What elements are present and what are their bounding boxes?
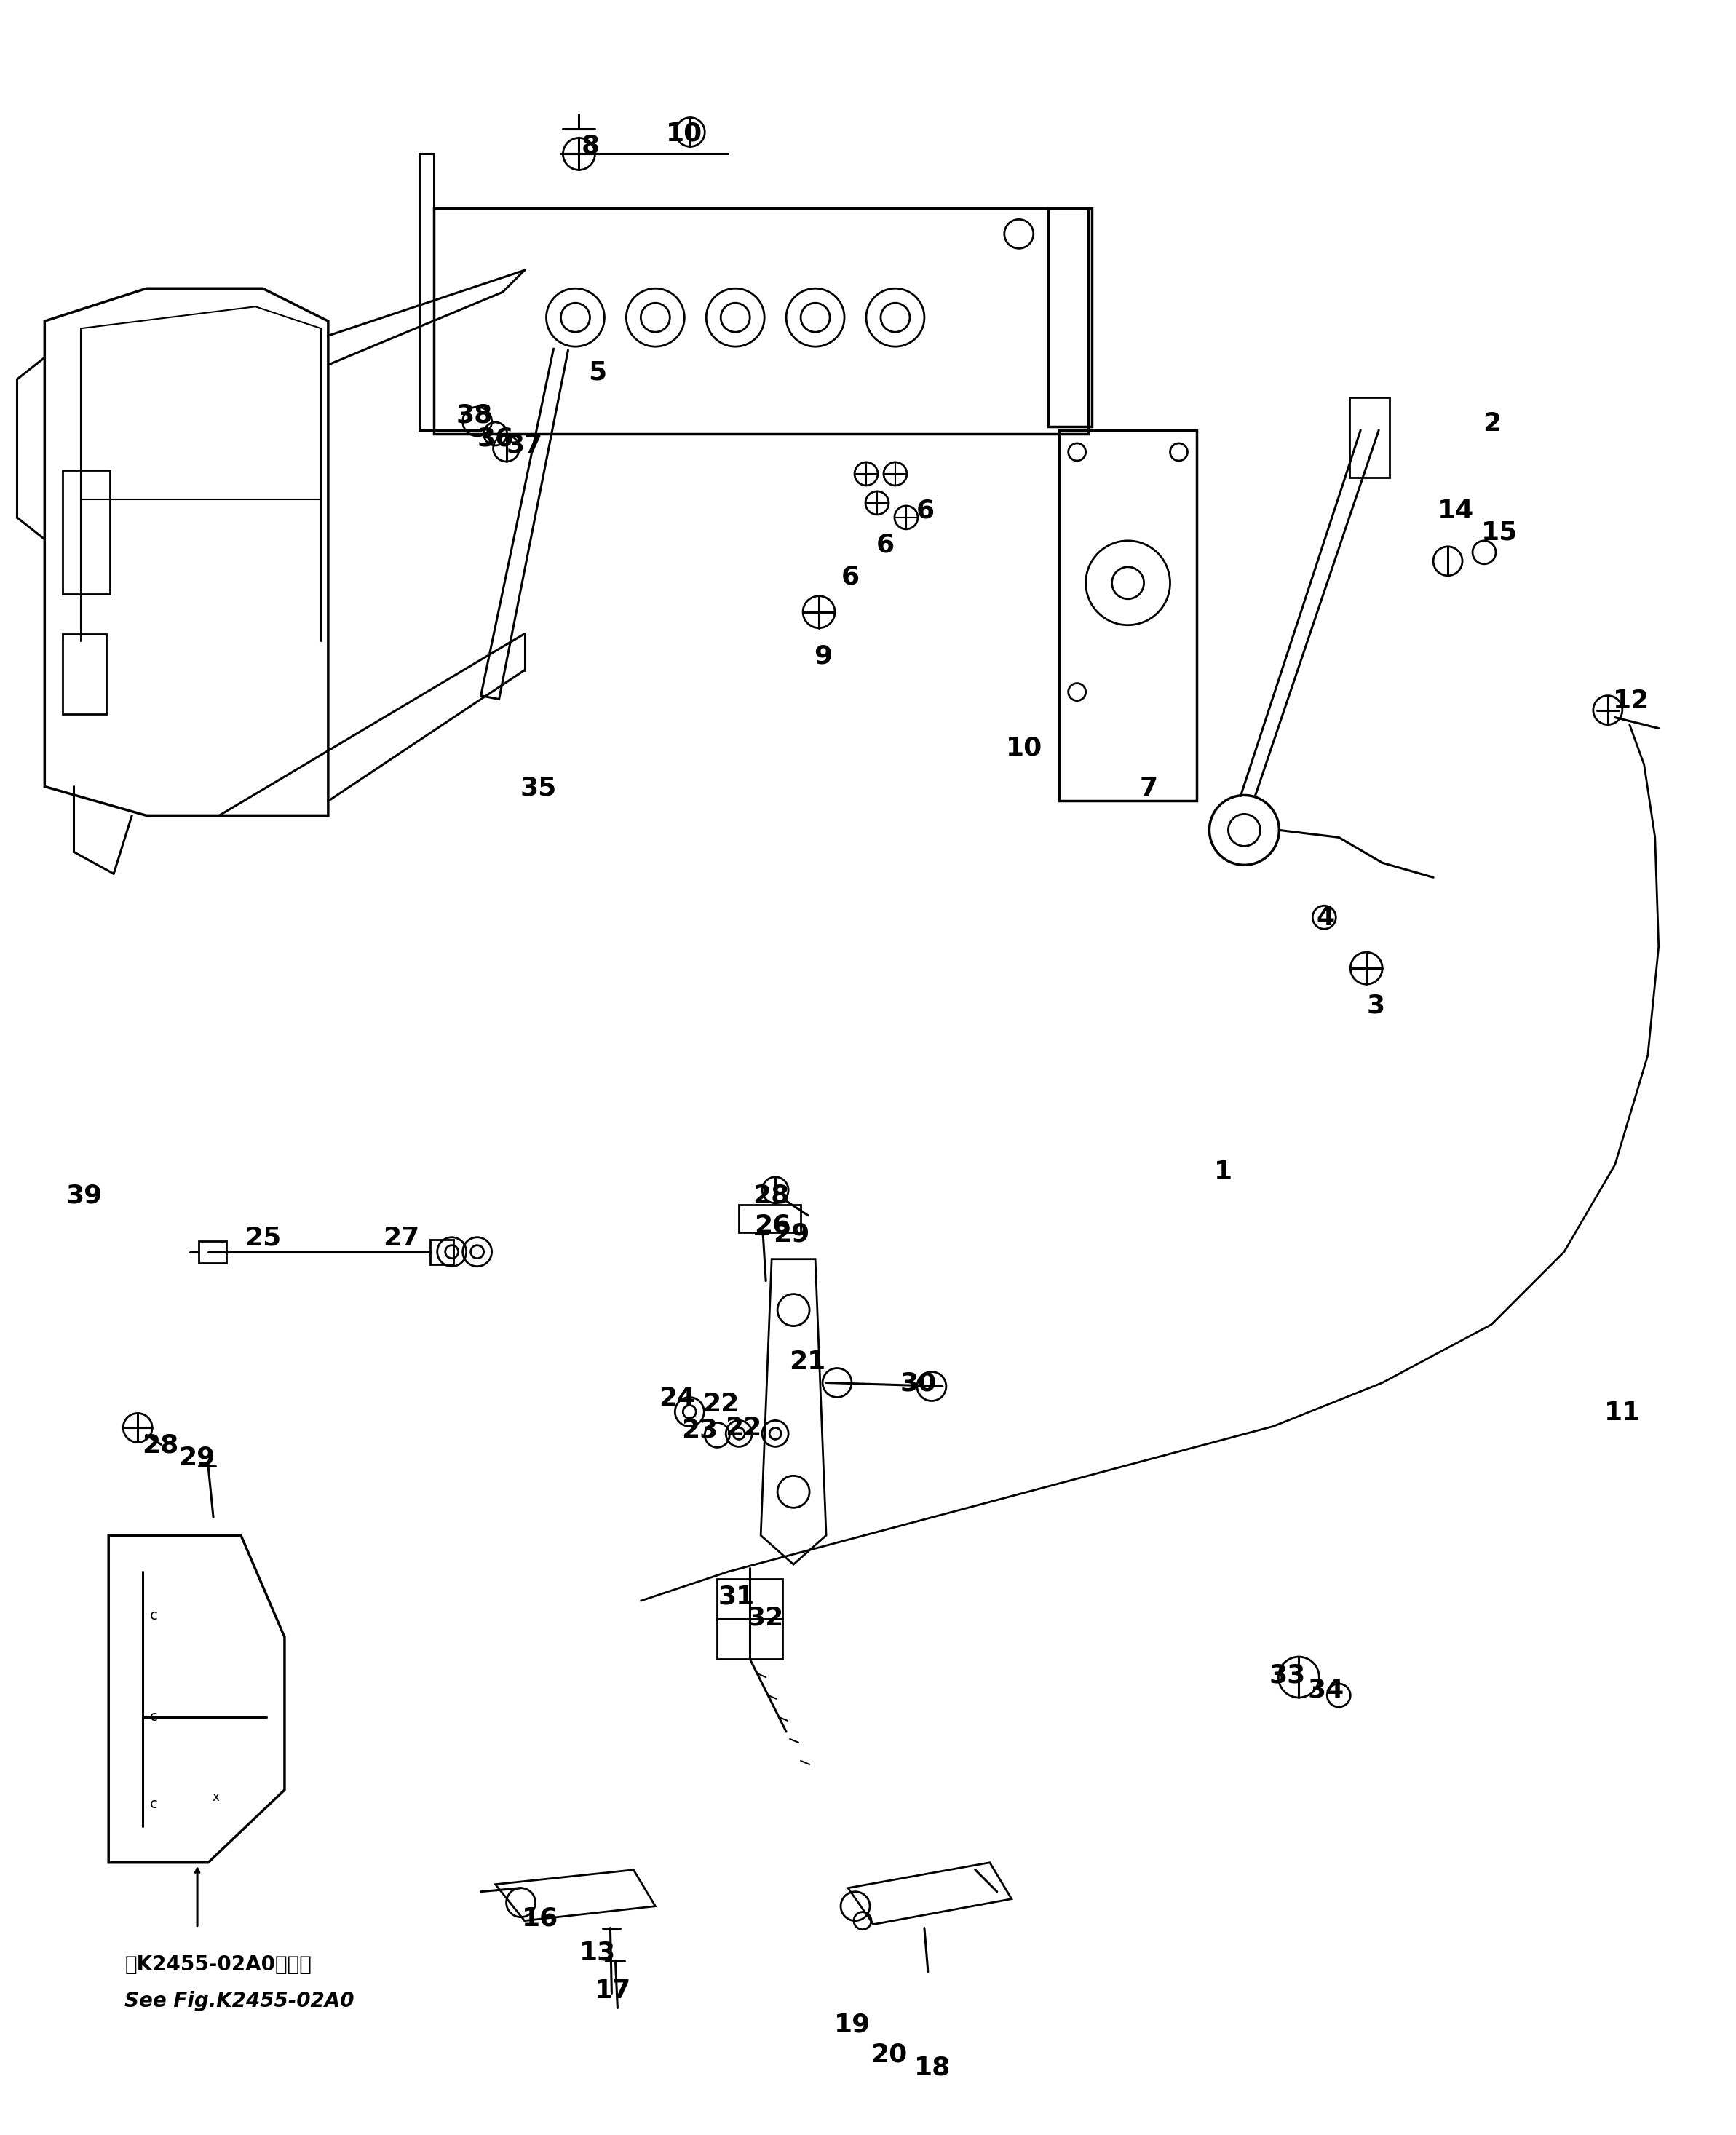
Bar: [434, 209, 1088, 433]
Text: 12: 12: [1613, 687, 1649, 713]
Text: 8: 8: [582, 135, 599, 158]
Text: 13: 13: [580, 1941, 616, 1964]
Text: 14: 14: [1437, 500, 1474, 523]
Bar: [717, 1618, 783, 1659]
Text: 29: 29: [773, 1221, 811, 1247]
Bar: [1049, 209, 1092, 427]
Bar: [717, 1580, 783, 1618]
Text: 6: 6: [877, 532, 894, 557]
Text: 27: 27: [384, 1225, 420, 1251]
Text: 17: 17: [595, 1979, 632, 2003]
Text: 15: 15: [1481, 519, 1517, 544]
Text: 23: 23: [682, 1418, 719, 1443]
Text: 22: 22: [726, 1416, 762, 1441]
Bar: [431, 1240, 453, 1264]
Text: x: x: [212, 1791, 219, 1804]
Text: See Fig.K2455-02A0: See Fig.K2455-02A0: [125, 1990, 354, 2011]
Text: 26: 26: [755, 1213, 792, 1238]
Text: 20: 20: [870, 2043, 908, 2067]
Text: 7: 7: [1141, 775, 1158, 801]
Text: 10: 10: [1005, 734, 1042, 760]
Text: c: c: [149, 1608, 158, 1623]
Text: 3: 3: [1366, 993, 1385, 1018]
Text: 28: 28: [753, 1183, 790, 1208]
Text: 24: 24: [660, 1386, 696, 1411]
Text: 11: 11: [1604, 1401, 1641, 1426]
Text: 2: 2: [1483, 412, 1502, 436]
Text: 16: 16: [523, 1907, 559, 1930]
Text: 25: 25: [245, 1225, 281, 1251]
Bar: [740, 1204, 800, 1232]
Text: 6: 6: [842, 564, 859, 589]
Text: 35: 35: [521, 775, 557, 801]
Text: 39: 39: [66, 1183, 102, 1208]
Text: 36: 36: [477, 427, 514, 450]
Text: 37: 37: [507, 433, 543, 457]
Bar: [198, 1240, 226, 1262]
Text: 38: 38: [457, 404, 493, 427]
Text: 10: 10: [667, 122, 703, 145]
Text: 34: 34: [1307, 1678, 1344, 1702]
Text: c: c: [149, 1798, 158, 1810]
Text: 4: 4: [1316, 905, 1335, 931]
Text: 1: 1: [1213, 1159, 1233, 1185]
Text: 6: 6: [917, 500, 934, 523]
Text: 18: 18: [913, 2056, 950, 2079]
Bar: [62, 470, 109, 594]
Text: 第K2455-02A0図参照: 第K2455-02A0図参照: [125, 1954, 311, 1975]
Text: 28: 28: [142, 1433, 179, 1458]
Bar: [62, 634, 106, 713]
Text: 22: 22: [703, 1392, 740, 1418]
Text: 5: 5: [589, 361, 606, 384]
Text: 29: 29: [179, 1445, 215, 1471]
Text: 33: 33: [1269, 1663, 1305, 1687]
Text: 31: 31: [719, 1584, 755, 1610]
Text: 30: 30: [899, 1371, 937, 1396]
Text: 32: 32: [748, 1606, 785, 1629]
Bar: [1349, 397, 1389, 478]
Text: 9: 9: [814, 643, 832, 668]
Text: 21: 21: [790, 1349, 826, 1375]
Text: c: c: [149, 1710, 158, 1725]
Text: 19: 19: [833, 2013, 871, 2037]
